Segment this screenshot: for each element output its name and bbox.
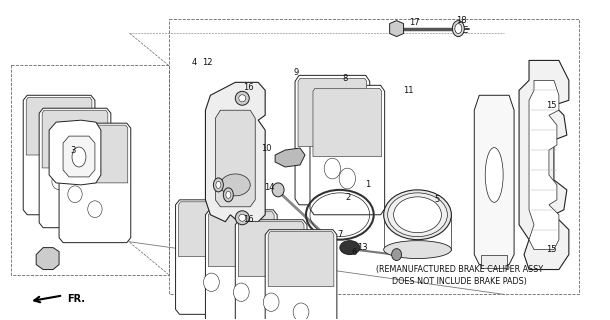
Text: 16: 16: [243, 215, 254, 224]
Ellipse shape: [216, 181, 221, 188]
Text: 5: 5: [435, 195, 440, 204]
Text: 8: 8: [342, 74, 348, 83]
Ellipse shape: [88, 201, 102, 218]
Text: 4: 4: [192, 58, 197, 67]
Ellipse shape: [264, 293, 279, 311]
Text: 18: 18: [456, 16, 467, 25]
Ellipse shape: [235, 91, 249, 105]
Text: 3: 3: [70, 146, 76, 155]
Polygon shape: [26, 97, 92, 155]
Text: 2: 2: [345, 193, 350, 202]
Ellipse shape: [392, 249, 401, 260]
Text: 9: 9: [293, 68, 299, 77]
Text: DOES NOT INCLUDE BRAKE PADS): DOES NOT INCLUDE BRAKE PADS): [392, 277, 527, 286]
Polygon shape: [481, 255, 507, 268]
Ellipse shape: [339, 168, 356, 189]
Text: 12: 12: [202, 58, 213, 67]
Ellipse shape: [272, 183, 284, 197]
Polygon shape: [42, 110, 108, 168]
Polygon shape: [63, 136, 95, 177]
Text: 15: 15: [546, 101, 556, 110]
Polygon shape: [390, 20, 404, 36]
Ellipse shape: [384, 241, 451, 259]
Text: FR.: FR.: [67, 294, 85, 304]
Polygon shape: [235, 220, 307, 320]
Polygon shape: [519, 60, 569, 269]
Ellipse shape: [234, 283, 249, 301]
Ellipse shape: [226, 191, 231, 198]
Ellipse shape: [293, 303, 309, 320]
Polygon shape: [298, 78, 367, 147]
Ellipse shape: [223, 188, 233, 202]
Polygon shape: [265, 230, 337, 320]
Text: 15: 15: [546, 245, 556, 254]
Ellipse shape: [324, 158, 340, 179]
Text: 17: 17: [409, 18, 420, 27]
Ellipse shape: [384, 190, 451, 240]
Text: 6: 6: [351, 248, 356, 257]
Polygon shape: [474, 95, 514, 265]
Ellipse shape: [455, 24, 462, 34]
Ellipse shape: [72, 147, 86, 167]
Polygon shape: [206, 82, 265, 222]
Text: 14: 14: [264, 183, 274, 192]
Ellipse shape: [239, 214, 246, 221]
Ellipse shape: [393, 197, 442, 233]
Polygon shape: [206, 210, 277, 320]
Ellipse shape: [52, 173, 66, 190]
Ellipse shape: [68, 186, 82, 203]
Polygon shape: [529, 80, 559, 250]
Polygon shape: [275, 148, 305, 167]
Ellipse shape: [220, 174, 250, 196]
Ellipse shape: [239, 95, 246, 102]
Polygon shape: [239, 222, 304, 276]
Polygon shape: [313, 88, 382, 156]
Polygon shape: [23, 95, 95, 215]
Ellipse shape: [204, 273, 219, 292]
Text: 10: 10: [261, 144, 271, 153]
Ellipse shape: [387, 193, 447, 237]
Polygon shape: [179, 202, 244, 257]
Polygon shape: [209, 212, 274, 267]
Text: (REMANUFACTURED BRAKE CALIPER ASSY: (REMANUFACTURED BRAKE CALIPER ASSY: [376, 265, 543, 274]
Ellipse shape: [340, 241, 360, 255]
Polygon shape: [295, 76, 370, 205]
Polygon shape: [268, 232, 334, 286]
Text: 1: 1: [365, 180, 370, 189]
Polygon shape: [215, 110, 255, 207]
Polygon shape: [310, 85, 385, 215]
Polygon shape: [59, 123, 131, 243]
Polygon shape: [176, 200, 247, 314]
Ellipse shape: [485, 148, 503, 202]
Polygon shape: [62, 125, 127, 183]
Text: 7: 7: [337, 230, 343, 239]
Ellipse shape: [453, 20, 464, 36]
Ellipse shape: [214, 178, 223, 192]
Polygon shape: [39, 108, 111, 228]
Text: 11: 11: [403, 86, 414, 95]
Polygon shape: [49, 120, 101, 185]
Text: 16: 16: [243, 83, 254, 92]
Polygon shape: [36, 248, 59, 269]
Text: 13: 13: [357, 243, 368, 252]
Ellipse shape: [235, 211, 249, 225]
